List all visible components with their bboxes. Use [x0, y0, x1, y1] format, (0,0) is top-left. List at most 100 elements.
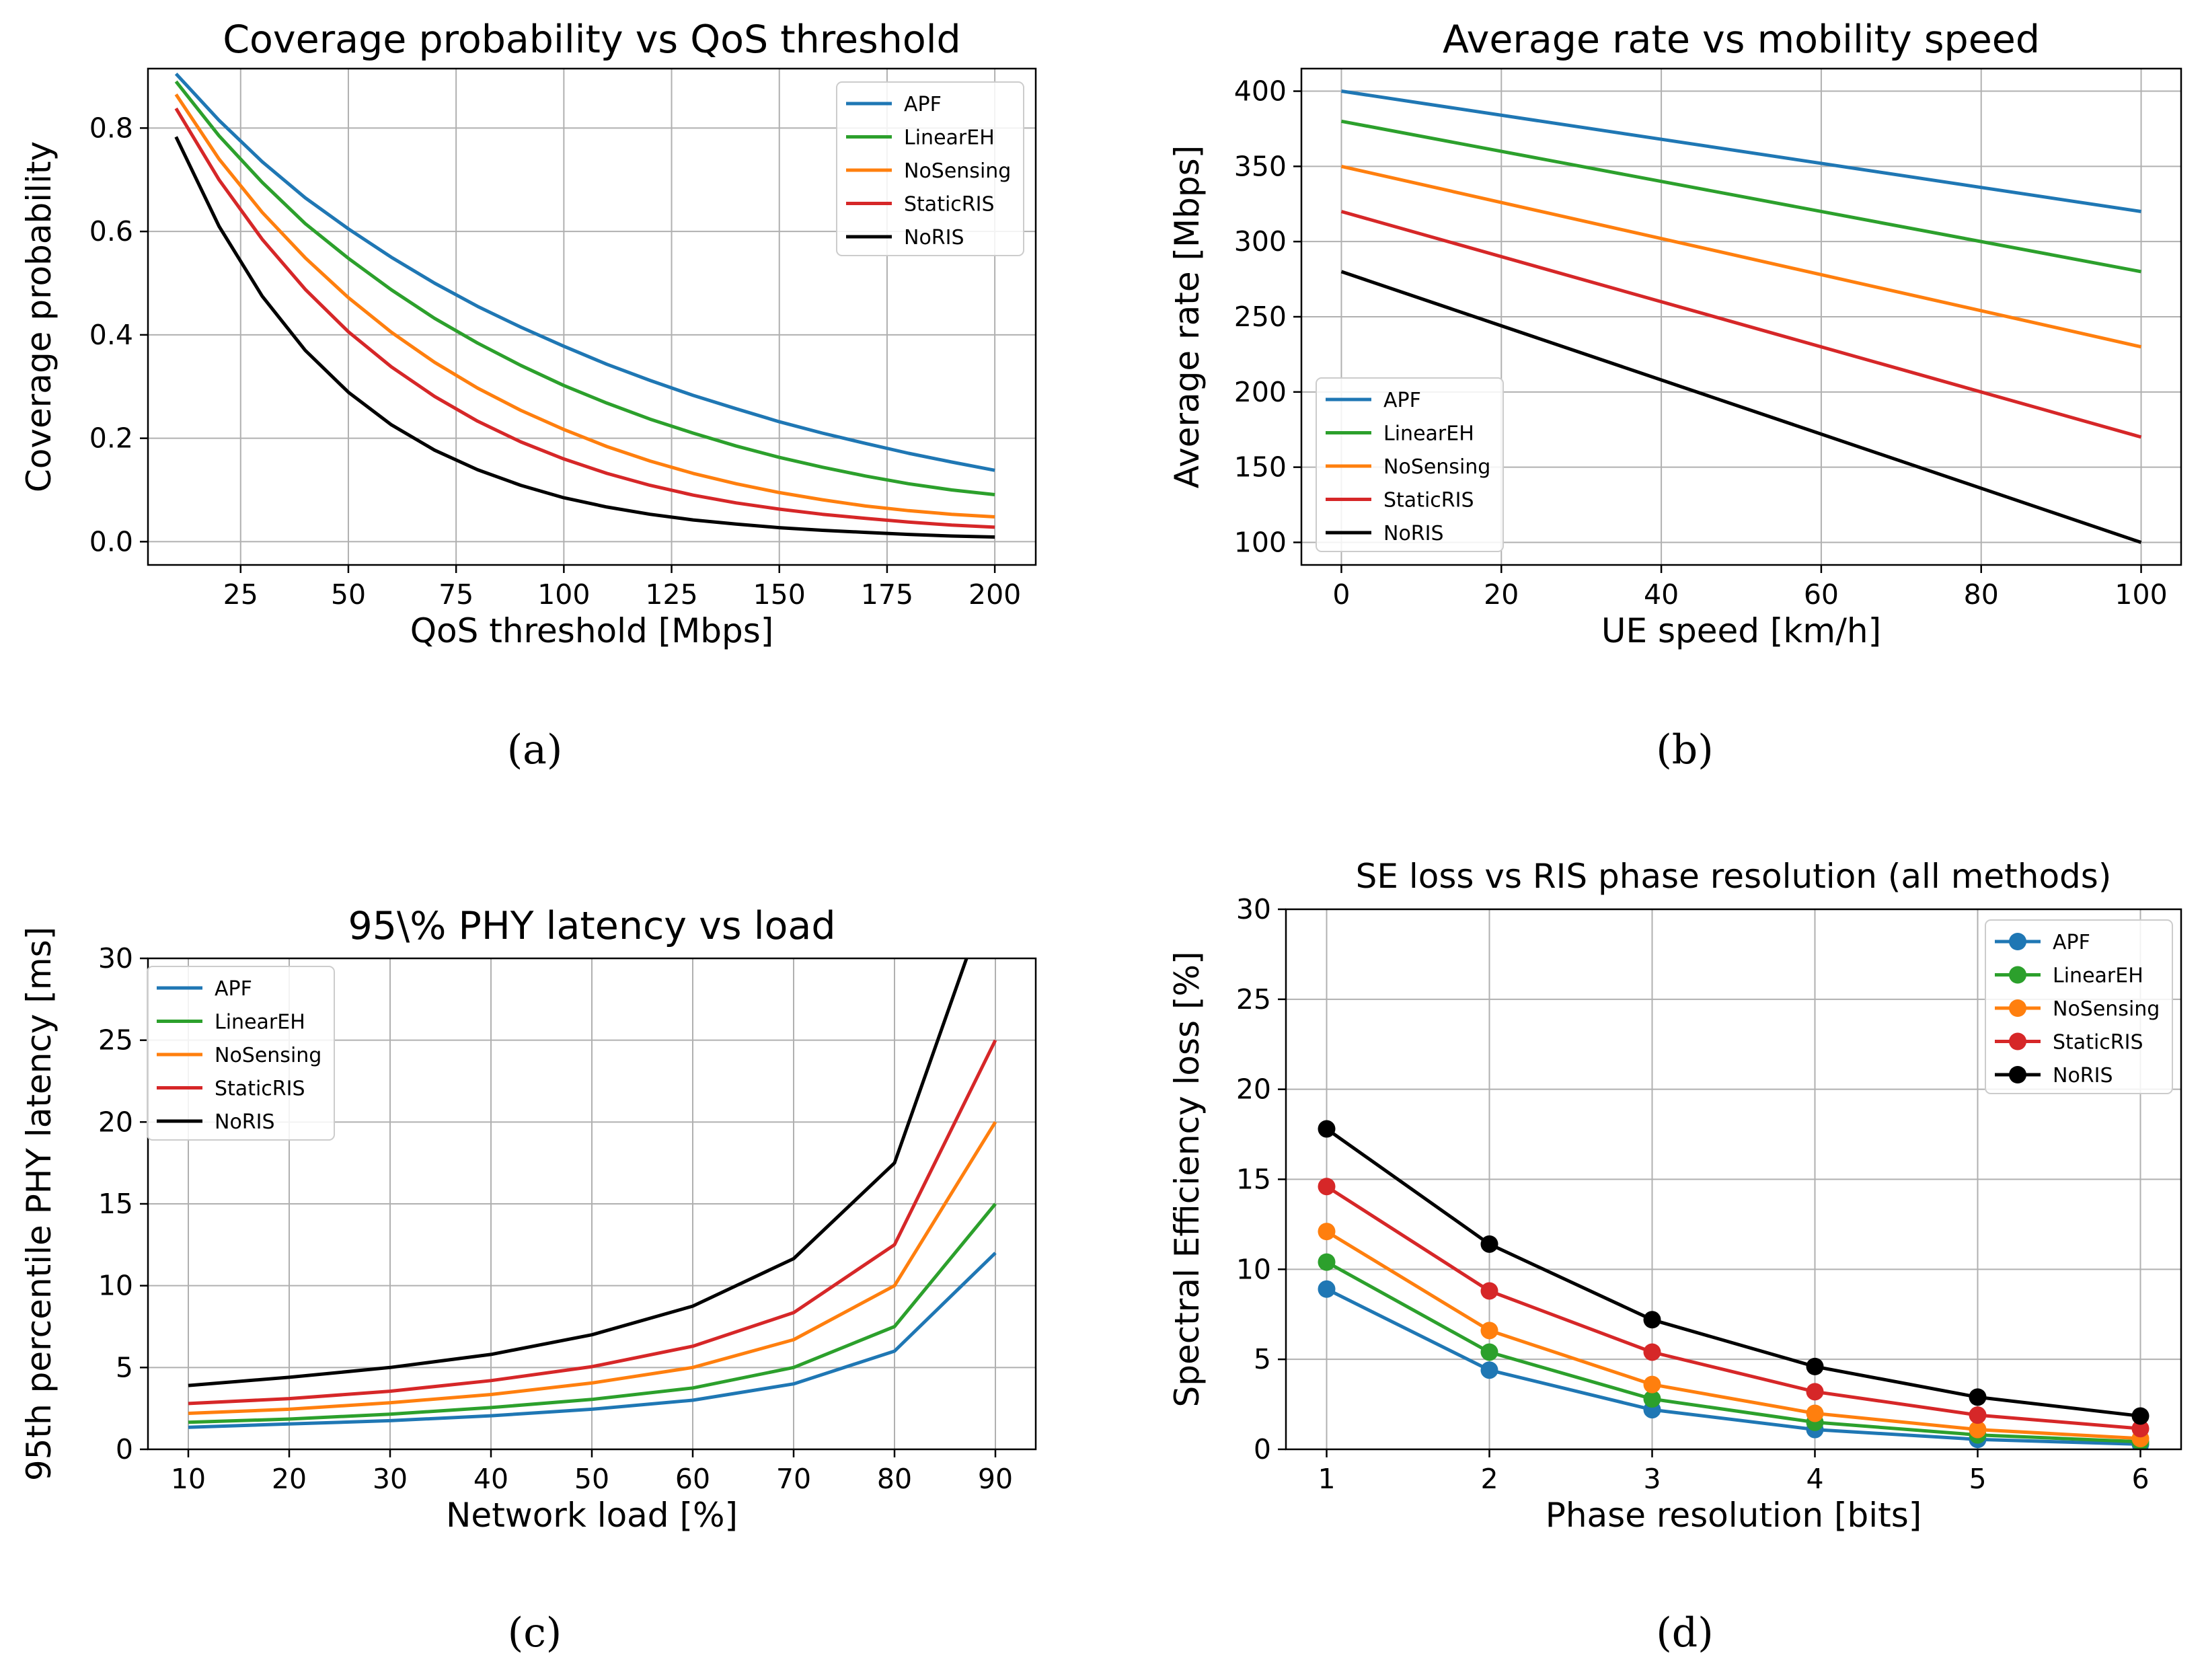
- x-tick-label: 70: [776, 1463, 811, 1495]
- y-tick-label: 0.6: [89, 215, 133, 247]
- series-line-noris: [188, 958, 968, 1387]
- legend: APF LinearEH NoSensing StaticRIS NoRIS: [147, 966, 335, 1141]
- legend-marker: [2009, 933, 2026, 950]
- x-tick-label: 150: [753, 578, 806, 611]
- legend-item-noris: NoRIS: [846, 226, 964, 250]
- legend-item-apf: APF: [1326, 389, 1421, 412]
- panel-caption: (a): [507, 726, 563, 773]
- legend: APF LinearEH NoSensing StaticRIS NoRIS: [1985, 919, 2173, 1094]
- x-tick-label: 80: [1964, 578, 1999, 611]
- legend-label: NoSensing: [2053, 997, 2160, 1021]
- x-tick-label: 2: [1480, 1463, 1498, 1495]
- legend-label: APF: [904, 93, 942, 116]
- series-line-noris: [1340, 270, 2142, 544]
- data-point-staticris: [1643, 1343, 1661, 1361]
- legend-item-apf: APF: [846, 93, 942, 116]
- data-point-noris: [1643, 1311, 1661, 1329]
- x-tick-label: 40: [1644, 578, 1679, 611]
- chart-title: 95\% PHY latency vs load: [348, 904, 835, 948]
- legend-marker: [2009, 1032, 2026, 1051]
- series-line-apf: [188, 1252, 997, 1429]
- data-point-nosensing: [1480, 1322, 1498, 1340]
- y-axis-label: Coverage probability: [20, 141, 59, 492]
- legend-item-nosensing: NoSensing: [1995, 997, 2160, 1021]
- legend-box: [1316, 377, 1504, 552]
- x-tick-label: 10: [171, 1463, 206, 1495]
- panel-d: 1 2 3 4 5 6 0 5 10 15 20 25 30 SE loss vs RIS phase r…: [1168, 857, 2182, 1656]
- data-point-apf: [1318, 1280, 1336, 1298]
- data-point-noris: [1806, 1357, 1824, 1375]
- plot-frame: [147, 67, 1037, 566]
- x-tick-label: 125: [645, 578, 697, 611]
- series-line-nosensing: [188, 1120, 997, 1415]
- series-group: [188, 958, 997, 1429]
- legend-item-apf: APF: [1995, 931, 2090, 954]
- legend-label: NoSensing: [215, 1044, 321, 1067]
- legend-item-lineareh: LinearEH: [846, 126, 995, 150]
- x-axis-label: Phase resolution [bits]: [1546, 1496, 1922, 1535]
- y-tick-label: 0: [116, 1433, 133, 1465]
- panel-caption: (c): [508, 1609, 562, 1656]
- data-point-lineareh: [1643, 1390, 1661, 1408]
- x-tick-label: 50: [574, 1463, 609, 1495]
- legend-label: LinearEH: [215, 1011, 305, 1034]
- legend-item-noris: NoRIS: [1995, 1064, 2113, 1087]
- x-tick-label: 6: [2131, 1463, 2149, 1495]
- x-tick-label: 50: [331, 578, 366, 611]
- y-tick-label: 150: [1234, 451, 1287, 484]
- legend-item-lineareh: LinearEH: [157, 1011, 305, 1034]
- x-axis-label: QoS threshold [Mbps]: [410, 611, 774, 650]
- data-point-noris: [1969, 1388, 1987, 1406]
- x-tick-label: 175: [861, 578, 913, 611]
- y-tick-label: 10: [1236, 1253, 1271, 1285]
- data-point-staticris: [1318, 1178, 1336, 1196]
- series-line-apf: [174, 73, 995, 472]
- y-tick-label: 0.2: [89, 422, 133, 455]
- y-tick-label: 15: [98, 1188, 133, 1220]
- chart-title: SE loss vs RIS phase resolution (all met…: [1356, 857, 2112, 896]
- legend-label: NoRIS: [1383, 522, 1444, 545]
- series-line-nosensing: [1340, 164, 2142, 349]
- legend-label: NoRIS: [2053, 1064, 2113, 1087]
- y-tick-label: 300: [1234, 225, 1287, 258]
- legend-marker: [2009, 1066, 2026, 1083]
- y-axis-label: Average rate [Mbps]: [1168, 145, 1207, 488]
- data-point-staticris: [1969, 1406, 1987, 1424]
- series-line-staticris: [188, 1039, 997, 1406]
- x-axis-label: UE speed [km/h]: [1601, 611, 1881, 650]
- y-axis-label: Spectral Efficiency loss [%]: [1168, 951, 1207, 1407]
- panel-a: 25 50 75 100 125 150 175 200 0.0 0.2 0.4 0.6 0.8 Cove…: [20, 17, 1037, 773]
- x-tick-label: 200: [968, 578, 1021, 611]
- x-tick-label: 75: [439, 578, 473, 611]
- series-line-apf: [1326, 1287, 2141, 1446]
- y-tick-label: 400: [1234, 75, 1287, 108]
- legend-label: APF: [215, 977, 252, 1001]
- legend-item-lineareh: LinearEH: [1995, 964, 2143, 988]
- chart-title: Average rate vs mobility speed: [1443, 17, 2040, 62]
- series-line-staticris: [174, 107, 995, 529]
- legend-item-noris: NoRIS: [157, 1110, 275, 1134]
- series-line-lineareh: [188, 1202, 997, 1424]
- series-group: [1318, 1120, 2150, 1449]
- x-tick-label: 40: [473, 1463, 508, 1495]
- x-tick-label: 60: [675, 1463, 710, 1495]
- y-tick-label: 5: [116, 1351, 133, 1383]
- data-point-lineareh: [1480, 1343, 1498, 1361]
- data-point-staticris: [2131, 1420, 2150, 1438]
- x-tick-label: 5: [1969, 1463, 1986, 1495]
- x-tick-label: 20: [272, 1463, 307, 1495]
- y-tick-label: 20: [98, 1106, 133, 1138]
- data-point-lineareh: [1318, 1253, 1336, 1271]
- y-tick-label: 25: [98, 1024, 133, 1057]
- y-tick-label: 0.8: [89, 112, 133, 144]
- legend-marker: [2009, 966, 2026, 984]
- legend-item-staticris: StaticRIS: [1326, 489, 1474, 512]
- y-tick-label: 350: [1234, 150, 1287, 182]
- legend-marker: [2009, 999, 2026, 1017]
- y-tick-label: 30: [1236, 893, 1271, 925]
- panel-caption: (b): [1656, 726, 1713, 773]
- series-group: [174, 73, 995, 539]
- legend-item-staticris: StaticRIS: [157, 1077, 305, 1101]
- legend-label: NoRIS: [215, 1110, 275, 1134]
- legend-label: StaticRIS: [904, 193, 995, 217]
